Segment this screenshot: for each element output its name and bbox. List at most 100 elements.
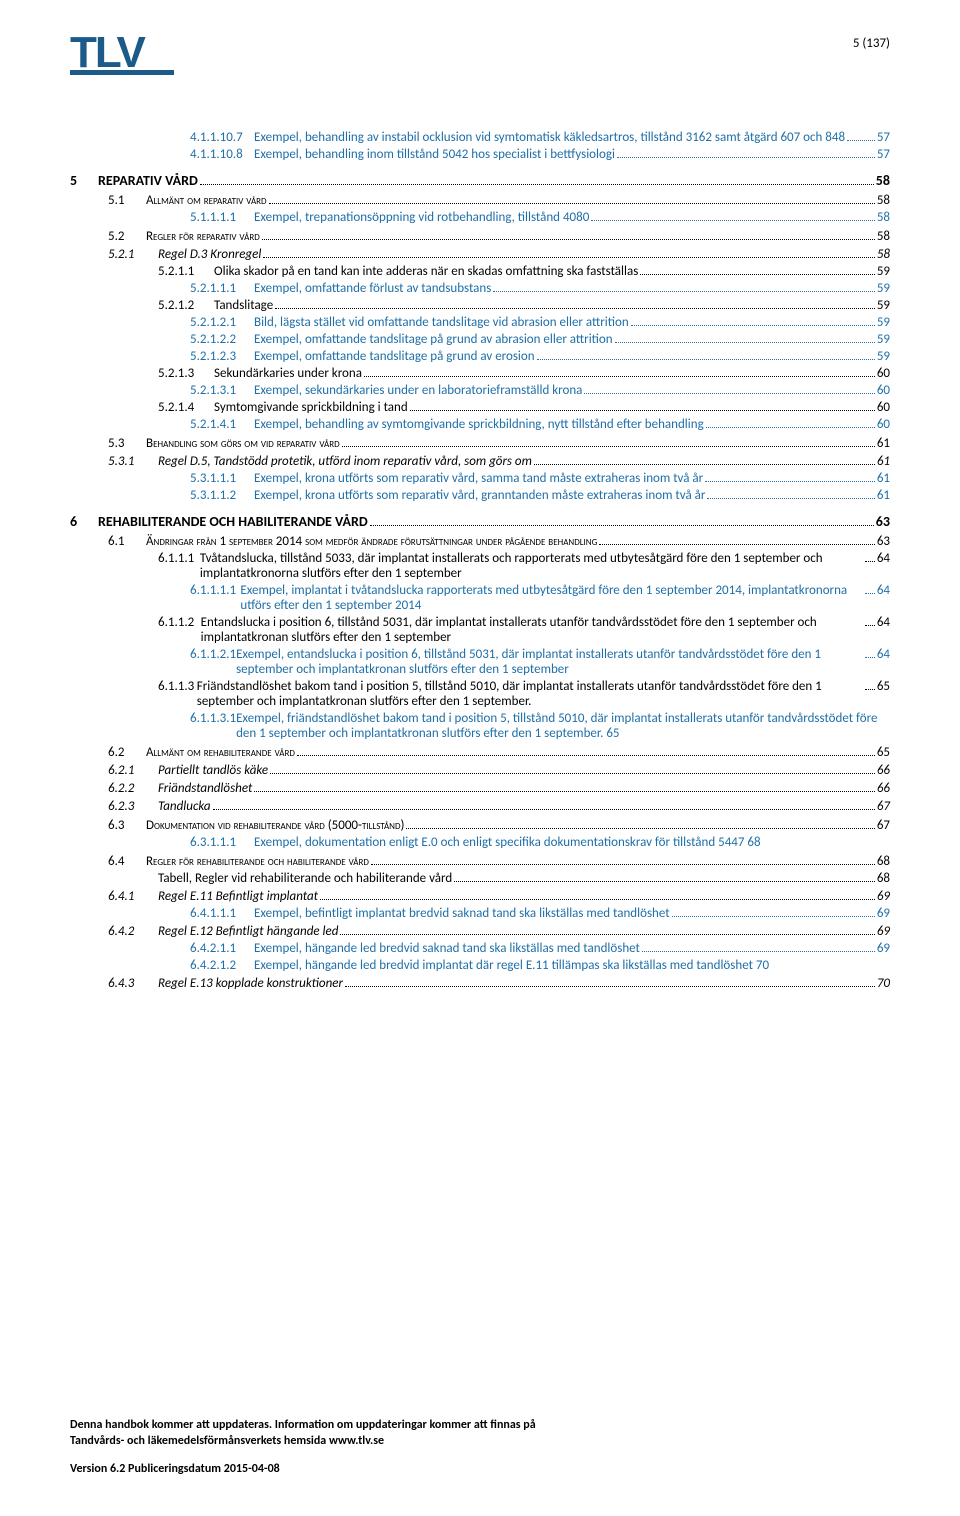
- toc-label: Exempel, hängande led bredvid saknad tan…: [254, 941, 640, 956]
- footer-line-1: Denna handbok kommer att uppdateras. Inf…: [70, 1418, 890, 1432]
- toc-entry[interactable]: 6.1.1.2.1Exempel, entandslucka i positio…: [190, 647, 890, 677]
- toc-leader: [591, 211, 875, 221]
- toc-label: Exempel, sekundärkaries under en laborat…: [254, 383, 582, 398]
- toc-entry[interactable]: 6.1.1.3Friändstandlöshet bakom tand i po…: [158, 679, 890, 709]
- toc-entry[interactable]: 6.3Dokumentation vid rehabiliterande vår…: [108, 818, 890, 833]
- toc-leader: [454, 872, 875, 882]
- toc-entry[interactable]: 5.1.1.1.1Exempel, trepanationsöppning vi…: [190, 210, 890, 225]
- toc-entry[interactable]: 4.1.1.10.8Exempel, behandling inom tills…: [190, 147, 890, 162]
- toc-entry[interactable]: 5.2.1.4Symtomgivande sprickbildning i ta…: [158, 400, 890, 415]
- toc-number: 5.2.1.3.1: [190, 383, 254, 398]
- toc-label: Exempel, omfattande tandslitage på grund…: [254, 349, 535, 364]
- toc-entry[interactable]: 5.3Behandling som görs om vid reparativ …: [108, 436, 890, 451]
- toc-number: 6.4.2.1.2: [190, 958, 254, 973]
- table-of-contents: 4.1.1.10.7Exempel, behandling av instabi…: [70, 130, 890, 991]
- toc-page: 58: [876, 172, 890, 189]
- toc-entry[interactable]: 5.2.1.4.1Exempel, behandling av symtomgi…: [190, 417, 890, 432]
- toc-leader: [640, 265, 875, 275]
- toc-entry[interactable]: 5.1Allmänt om reparativ vård58: [108, 193, 890, 208]
- toc-entry[interactable]: 5.2.1.1.1Exempel, omfattande förlust av …: [190, 281, 890, 296]
- toc-label: REHABILITERANDE OCH HABILITERANDE VÅRD: [98, 513, 368, 530]
- toc-entry[interactable]: 5.2.1.3.1Exempel, sekundärkaries under e…: [190, 383, 890, 398]
- toc-entry[interactable]: 6.1.1.2Entandslucka i position 6, tillst…: [158, 615, 890, 645]
- toc-page: 63: [877, 534, 890, 549]
- toc-entry[interactable]: 6.1.1.3.1Exempel, friändstandlöshet bako…: [190, 711, 890, 741]
- toc-leader: [707, 489, 874, 499]
- toc-number: 6.1.1.2: [158, 615, 201, 630]
- toc-page: 69: [877, 941, 890, 956]
- toc-number: 5.1.1.1.1: [190, 210, 254, 225]
- toc-leader: [672, 907, 875, 917]
- toc-label: Regel D.5, Tandstödd protetik, utförd in…: [158, 454, 532, 469]
- toc-label: Regler för reparativ vård: [146, 229, 260, 244]
- toc-entry[interactable]: 6REHABILITERANDE OCH HABILITERANDE VÅRD6…: [70, 513, 890, 530]
- toc-entry[interactable]: 5.2.1.2Tandslitage59: [158, 298, 890, 313]
- toc-number: 6.4.1.1.1: [190, 906, 254, 921]
- toc-label: Regler för rehabiliterande och habiliter…: [146, 854, 369, 869]
- toc-entry[interactable]: 6.4.2.1.2Exempel, hängande led bredvid i…: [190, 958, 890, 973]
- toc-entry[interactable]: 6.4.2Regel E.12 Befintligt hängande led6…: [108, 924, 890, 939]
- toc-entry[interactable]: 6.4.3Regel E.13 kopplade konstruktioner7…: [108, 976, 890, 991]
- toc-entry[interactable]: 4.1.1.10.7Exempel, behandling av instabi…: [190, 130, 890, 145]
- toc-leader: [615, 333, 875, 343]
- toc-entry[interactable]: 5.2Regler för reparativ vård58: [108, 229, 890, 244]
- toc-leader: [254, 782, 874, 792]
- toc-entry[interactable]: 6.2.3Tandlucka67: [108, 799, 890, 814]
- toc-label: Exempel, hängande led bredvid implantat …: [254, 958, 769, 973]
- toc-page: 66: [877, 763, 890, 778]
- toc-leader: [493, 282, 875, 292]
- logo: TLV: [70, 28, 174, 75]
- toc-entry[interactable]: 5.2.1.2.1Bild, lägsta stället vid omfatt…: [190, 315, 890, 330]
- toc-number: 5.2.1.2.1: [190, 315, 254, 330]
- toc-entry[interactable]: 6.1Ändringar från 1 september 2014 som m…: [108, 534, 890, 549]
- toc-page: 70: [756, 958, 769, 973]
- toc-entry[interactable]: 6.1.1.1.1Exempel, implantat i tvåtandslu…: [190, 583, 890, 613]
- toc-page: 60: [877, 400, 890, 415]
- toc-entry[interactable]: 6.3.1.1.1Exempel, dokumentation enligt E…: [190, 835, 890, 850]
- toc-number: 5.2.1.1: [158, 264, 214, 279]
- toc-entry[interactable]: 6.4.1Regel E.11 Befintligt implantat69: [108, 889, 890, 904]
- toc-label: Olika skador på en tand kan inte adderas…: [214, 264, 638, 279]
- toc-number: 5.2.1.3: [158, 366, 214, 381]
- toc-entry[interactable]: Tabell, Regler vid rehabiliterande och h…: [158, 871, 890, 886]
- toc-page: 59: [877, 281, 890, 296]
- toc-entry[interactable]: 5.3.1.1.2Exempel, krona utförts som repa…: [190, 488, 890, 503]
- toc-label: Ändringar från 1 september 2014 som medf…: [146, 534, 597, 549]
- toc-label: Exempel, befintligt implantat bredvid sa…: [254, 906, 670, 921]
- toc-entry[interactable]: 5.2.1Regel D.3 Kronregel58: [108, 247, 890, 262]
- toc-entry[interactable]: 5.2.1.2.2Exempel, omfattande tandslitage…: [190, 332, 890, 347]
- toc-label: Exempel, krona utförts som reparativ vår…: [254, 488, 705, 503]
- toc-number: 6.4.3: [108, 976, 158, 991]
- toc-entry[interactable]: 6.1.1.1Tvåtandslucka, tillstånd 5033, dä…: [158, 551, 890, 581]
- toc-label: Exempel, omfattande tandslitage på grund…: [254, 332, 613, 347]
- toc-entry[interactable]: 5.3.1.1.1Exempel, krona utförts som repa…: [190, 471, 890, 486]
- toc-label: Tvåtandslucka, tillstånd 5033, där impla…: [200, 551, 863, 581]
- toc-entry[interactable]: 6.4Regler för rehabiliterande och habili…: [108, 854, 890, 869]
- toc-entry[interactable]: 5.2.1.3Sekundärkaries under krona60: [158, 366, 890, 381]
- toc-label: Tandslitage: [214, 298, 273, 313]
- toc-entry[interactable]: 5.3.1Regel D.5, Tandstödd protetik, utfö…: [108, 454, 890, 469]
- toc-number: 6.2.1: [108, 763, 158, 778]
- toc-leader: [370, 515, 874, 526]
- toc-page: 70: [877, 976, 890, 991]
- toc-entry[interactable]: 5.2.1.1Olika skador på en tand kan inte …: [158, 264, 890, 279]
- toc-page: 68: [747, 835, 760, 850]
- toc-entry[interactable]: 6.2.2Friändstandlöshet66: [108, 781, 890, 796]
- toc-entry[interactable]: 6.2.1Partiellt tandlös käke66: [108, 763, 890, 778]
- toc-number: 6.1: [108, 534, 146, 549]
- footer: Denna handbok kommer att uppdateras. Inf…: [70, 1418, 890, 1476]
- toc-number: 6.1.1.3.1: [190, 711, 236, 726]
- toc-number: 5.3.1.1.1: [190, 471, 254, 486]
- toc-number: 5: [70, 172, 98, 189]
- toc-entry[interactable]: 5REPARATIV VÅRD58: [70, 172, 890, 189]
- toc-entry[interactable]: 6.4.1.1.1Exempel, befintligt implantat b…: [190, 906, 890, 921]
- toc-label: Exempel, entandslucka i position 6, till…: [236, 647, 863, 677]
- toc-entry[interactable]: 5.2.1.2.3Exempel, omfattande tandslitage…: [190, 349, 890, 364]
- toc-leader: [410, 401, 875, 411]
- toc-entry[interactable]: 6.4.2.1.1Exempel, hängande led bredvid s…: [190, 941, 890, 956]
- toc-entry[interactable]: 6.2Allmänt om rehabiliterande vård65: [108, 745, 890, 760]
- toc-leader: [406, 819, 874, 829]
- footer-version: Version 6.2 Publiceringsdatum 2015-04-08: [70, 1462, 890, 1476]
- toc-page: 69: [877, 889, 890, 904]
- toc-number: 6.3.1.1.1: [190, 835, 254, 850]
